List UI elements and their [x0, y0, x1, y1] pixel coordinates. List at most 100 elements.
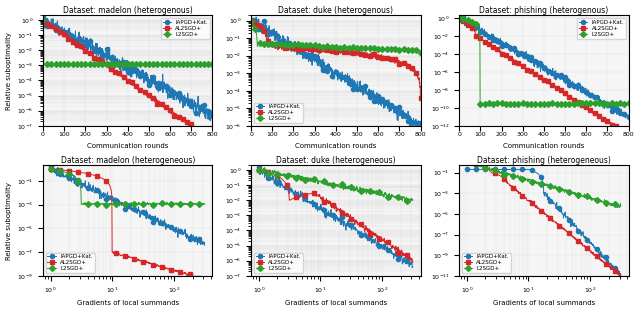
- AL2SGD+: [415, 76, 423, 80]
- AL2SGD+: [625, 133, 632, 137]
- AL2SGD+: [463, 160, 470, 164]
- L2SGD+: [207, 62, 215, 66]
- IAPGD+Kat.: [247, 19, 255, 22]
- L2SGD+: [406, 200, 414, 204]
- L2SGD+: [623, 102, 631, 105]
- AL2SGD+: [613, 272, 621, 275]
- IAPGD+Kat.: [589, 242, 597, 246]
- L2SGD+: [272, 42, 280, 46]
- Line: L2SGD+: L2SGD+: [249, 18, 422, 56]
- AL2SGD+: [537, 209, 545, 212]
- Line: AL2SGD+: AL2SGD+: [465, 160, 623, 278]
- L2SGD+: [139, 202, 147, 206]
- IAPGD+Kat.: [121, 207, 129, 211]
- Line: AL2SGD+: AL2SGD+: [257, 168, 415, 265]
- Title: Dataset: phishing (heterogenous): Dataset: phishing (heterogenous): [479, 6, 609, 15]
- L2SGD+: [536, 182, 544, 186]
- IAPGD+Kat.: [324, 62, 332, 66]
- L2SGD+: [270, 43, 278, 46]
- L2SGD+: [406, 199, 413, 202]
- AL2SGD+: [173, 270, 181, 274]
- AL2SGD+: [478, 38, 486, 41]
- AL2SGD+: [39, 18, 47, 22]
- AL2SGD+: [532, 74, 540, 77]
- Line: IAPGD+Kat.: IAPGD+Kat.: [49, 164, 207, 247]
- AL2SGD+: [500, 53, 508, 57]
- X-axis label: Communication rounds: Communication rounds: [503, 143, 584, 149]
- L2SGD+: [130, 202, 138, 206]
- L2SGD+: [381, 193, 389, 196]
- AL2SGD+: [47, 167, 54, 171]
- Line: AL2SGD+: AL2SGD+: [41, 17, 214, 144]
- IAPGD+Kat.: [347, 224, 355, 228]
- L2SGD+: [197, 202, 205, 206]
- Title: Dataset: duke (heterogeneous): Dataset: duke (heterogeneous): [276, 156, 396, 165]
- IAPGD+Kat.: [617, 275, 625, 279]
- IAPGD+Kat.: [252, 15, 260, 19]
- L2SGD+: [255, 168, 262, 172]
- IAPGD+Kat.: [329, 213, 337, 217]
- IAPGD+Kat.: [328, 212, 336, 216]
- L2SGD+: [478, 102, 486, 105]
- IAPGD+Kat.: [621, 116, 629, 120]
- IAPGD+Kat.: [555, 206, 563, 210]
- Line: AL2SGD+: AL2SGD+: [49, 167, 207, 283]
- IAPGD+Kat.: [47, 164, 54, 168]
- L2SGD+: [455, 16, 463, 20]
- Line: L2SGD+: L2SGD+: [465, 160, 623, 210]
- Legend: IAPGD+Kat., AL2SGD+, L2SGD+: IAPGD+Kat., AL2SGD+, L2SGD+: [254, 252, 303, 273]
- IAPGD+Kat.: [292, 47, 300, 51]
- L2SGD+: [39, 18, 47, 22]
- IAPGD+Kat.: [408, 266, 416, 269]
- L2SGD+: [328, 182, 336, 186]
- AL2SGD+: [405, 258, 413, 261]
- AL2SGD+: [197, 276, 205, 280]
- Legend: IAPGD+Kat., AL2SGD+, L2SGD+: IAPGD+Kat., AL2SGD+, L2SGD+: [254, 103, 303, 123]
- Line: IAPGD+Kat.: IAPGD+Kat.: [257, 165, 415, 270]
- IAPGD+Kat.: [207, 119, 214, 123]
- AL2SGD+: [209, 139, 216, 143]
- IAPGD+Kat.: [64, 37, 72, 41]
- IAPGD+Kat.: [415, 119, 423, 123]
- Y-axis label: Relative suboptimality: Relative suboptimality: [6, 182, 12, 260]
- L2SGD+: [62, 62, 70, 66]
- L2SGD+: [292, 43, 300, 46]
- L2SGD+: [261, 166, 269, 170]
- IAPGD+Kat.: [623, 115, 631, 119]
- IAPGD+Kat.: [613, 271, 621, 275]
- IAPGD+Kat.: [62, 32, 70, 36]
- IAPGD+Kat.: [255, 165, 262, 169]
- L2SGD+: [625, 101, 632, 105]
- IAPGD+Kat.: [355, 86, 362, 90]
- Line: L2SGD+: L2SGD+: [457, 16, 630, 106]
- L2SGD+: [555, 187, 563, 191]
- AL2SGD+: [347, 213, 355, 217]
- AL2SGD+: [324, 46, 332, 50]
- L2SGD+: [463, 160, 470, 164]
- L2SGD+: [201, 202, 209, 206]
- AL2SGD+: [84, 51, 92, 54]
- AL2SGD+: [547, 216, 554, 219]
- AL2SGD+: [409, 261, 417, 264]
- X-axis label: Gradients of local summands: Gradients of local summands: [493, 300, 595, 306]
- L2SGD+: [614, 203, 621, 207]
- Line: AL2SGD+: AL2SGD+: [457, 16, 630, 137]
- IAPGD+Kat.: [547, 199, 554, 203]
- AL2SGD+: [355, 50, 362, 54]
- IAPGD+Kat.: [532, 62, 540, 66]
- L2SGD+: [480, 102, 488, 105]
- AL2SGD+: [209, 140, 216, 144]
- L2SGD+: [47, 167, 54, 171]
- L2SGD+: [84, 62, 92, 66]
- AL2SGD+: [617, 273, 625, 277]
- IAPGD+Kat.: [480, 32, 488, 35]
- IAPGD+Kat.: [139, 212, 147, 216]
- IAPGD+Kat.: [463, 168, 470, 171]
- L2SGD+: [209, 62, 216, 66]
- IAPGD+Kat.: [537, 175, 545, 179]
- Legend: IAPGD+Kat., AL2SGD+, L2SGD+: IAPGD+Kat., AL2SGD+, L2SGD+: [46, 252, 95, 273]
- L2SGD+: [616, 206, 623, 209]
- IAPGD+Kat.: [500, 43, 508, 46]
- AL2SGD+: [270, 43, 278, 46]
- IAPGD+Kat.: [478, 26, 486, 30]
